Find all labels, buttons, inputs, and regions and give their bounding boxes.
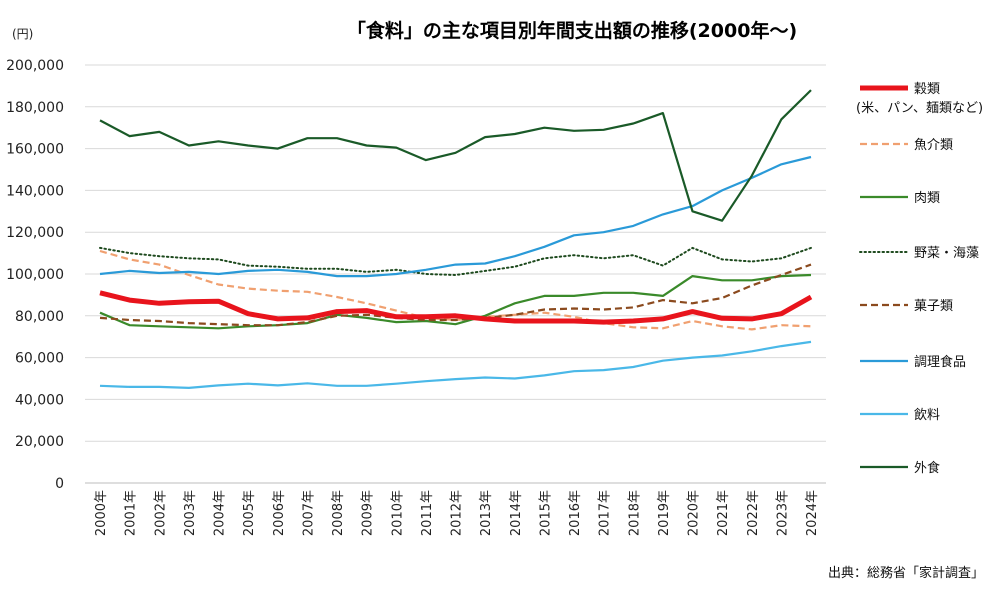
y-axis-unit: (円) — [12, 27, 33, 41]
x-tick-label: 2015年 — [538, 490, 553, 536]
x-tick-label: 2008年 — [331, 490, 346, 536]
x-tick-label: 2010年 — [390, 490, 405, 536]
legend-label: 肉類 — [914, 191, 940, 206]
x-tick-label: 2023年 — [775, 490, 790, 536]
x-tick-label: 2000年 — [94, 490, 109, 536]
x-tick-label: 2001年 — [124, 490, 139, 536]
x-tick-label: 2006年 — [272, 490, 287, 536]
series-line — [99, 290, 813, 325]
x-tick-label: 2011年 — [420, 490, 435, 536]
series-line — [99, 246, 812, 276]
x-tick-label: 2009年 — [361, 490, 376, 536]
x-tick-label: 2005年 — [242, 490, 257, 536]
legend-label: 飲料 — [914, 407, 940, 423]
y-axis-ticks: 0 20,000 40,000 60,000 80,000 100,000 120,000 1… — [6, 58, 64, 492]
y-tick-label: 0 — [55, 476, 64, 492]
x-tick-label: 2021年 — [716, 490, 731, 536]
legend-label: 魚介類 — [914, 138, 953, 153]
y-tick-label: 80,000 — [15, 309, 64, 325]
legend-label: 調理食品 — [914, 354, 966, 370]
legend-sublabel: (米、パン、麺類など) — [856, 101, 983, 116]
x-tick-label: 2017年 — [598, 490, 613, 536]
x-tick-label: 2016年 — [568, 490, 583, 536]
legend-label: 外食 — [914, 460, 940, 476]
y-tick-label: 160,000 — [6, 142, 64, 158]
x-tick-label: 2018年 — [627, 490, 642, 536]
x-tick-label: 2012年 — [450, 490, 465, 536]
y-tick-label: 140,000 — [6, 183, 64, 199]
source-note: 出典：総務省「家計調査」 — [828, 565, 984, 581]
chart-title: 「食料」の主な項目別年間支出額の推移(2000年～) — [347, 19, 797, 42]
y-tick-label: 40,000 — [15, 392, 64, 408]
x-tick-label: 2022年 — [746, 490, 761, 536]
x-axis-ticks: 2000年 2001年 2002年 2003年 2004年 2005年 2006年 2007年… — [94, 490, 820, 536]
x-tick-label: 2007年 — [301, 490, 316, 536]
gridlines — [85, 64, 826, 484]
series-lines — [99, 89, 813, 389]
y-tick-label: 200,000 — [6, 58, 64, 74]
x-tick-label: 2003年 — [183, 490, 198, 536]
x-tick-label: 2013年 — [479, 490, 494, 536]
series-line — [99, 155, 812, 278]
legend-label: 菓子類 — [914, 299, 953, 314]
x-tick-label: 2004年 — [213, 490, 228, 536]
y-tick-label: 180,000 — [6, 100, 64, 116]
x-tick-label: 2020年 — [687, 490, 702, 536]
x-tick-label: 2024年 — [805, 490, 820, 536]
x-tick-label: 2014年 — [509, 490, 524, 536]
series-line — [99, 340, 812, 389]
series-line — [99, 273, 812, 330]
y-tick-label: 60,000 — [15, 351, 64, 367]
x-tick-label: 2002年 — [153, 490, 168, 536]
series-line — [99, 89, 812, 222]
legend-label: 野菜・海藻 — [914, 246, 979, 261]
legend-label: 穀類 — [914, 82, 940, 97]
y-tick-label: 100,000 — [6, 267, 64, 283]
series-line — [99, 263, 812, 327]
y-tick-label: 120,000 — [6, 225, 64, 241]
x-tick-label: 2019年 — [657, 490, 672, 536]
y-tick-label: 20,000 — [15, 434, 64, 450]
